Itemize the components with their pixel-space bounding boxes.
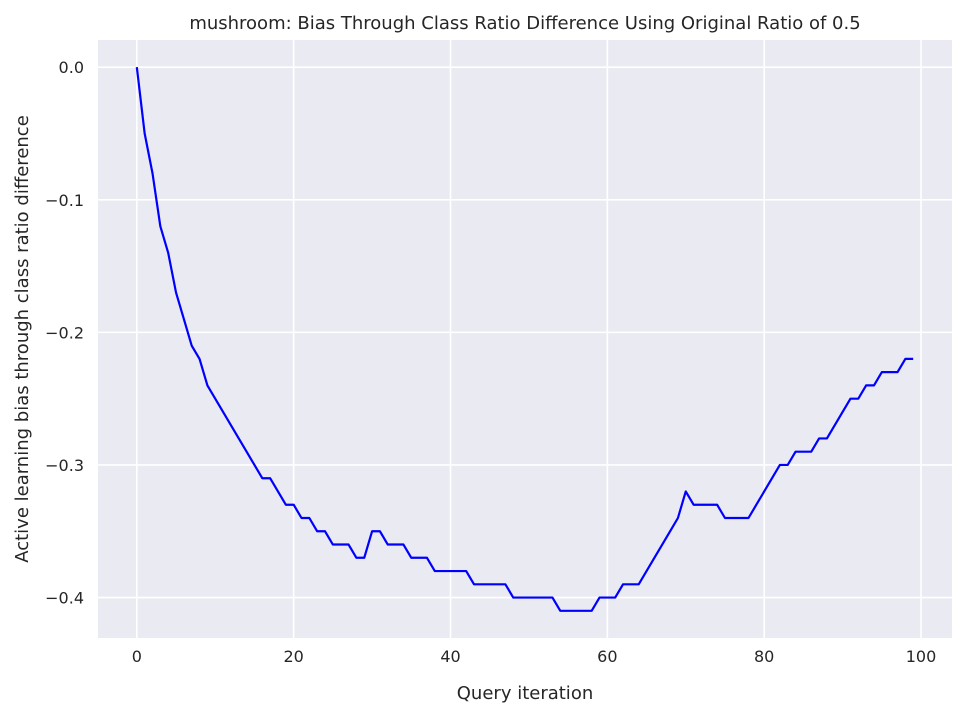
series-line <box>135 67 914 612</box>
y-tick-label: −0.3 <box>45 456 84 475</box>
y-tick-label: −0.4 <box>45 589 84 608</box>
x-ticks: 0 20 40 60 80 100 <box>132 647 937 666</box>
x-tick-label: 100 <box>906 647 937 666</box>
chart-title: mushroom: Bias Through Class Ratio Diffe… <box>189 13 860 34</box>
grid <box>98 40 952 638</box>
y-tick-label: 0.0 <box>59 58 84 77</box>
y-ticks: 0.0 −0.1 −0.2 −0.3 −0.4 <box>45 58 84 607</box>
x-tick-label: 0 <box>132 647 142 666</box>
x-tick-label: 80 <box>754 647 774 666</box>
y-tick-label: −0.2 <box>45 323 84 342</box>
x-axis-label: Query iteration <box>457 683 593 704</box>
y-tick-label: −0.1 <box>45 191 84 210</box>
x-tick-label: 40 <box>440 647 460 666</box>
x-tick-label: 20 <box>283 647 303 666</box>
y-axis-label: Active learning bias through class ratio… <box>12 115 33 563</box>
x-tick-label: 60 <box>597 647 617 666</box>
plot-background <box>98 40 952 638</box>
